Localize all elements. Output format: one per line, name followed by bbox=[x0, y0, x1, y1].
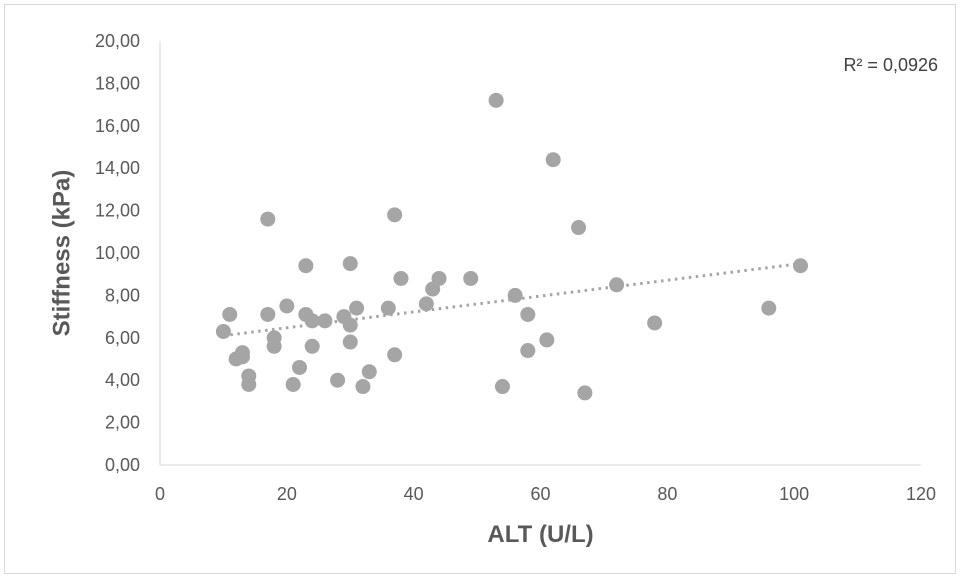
data-point bbox=[298, 258, 314, 274]
scatter-chart: 0,00 2,00 4,00 6,00 8,00 10,00 12,00 14,00 16,00… bbox=[48, 31, 938, 548]
data-point bbox=[545, 152, 561, 168]
x-tick-label: 120 bbox=[906, 484, 936, 504]
data-point bbox=[387, 347, 403, 363]
x-tick-labels: 0 20 40 60 80 100 120 bbox=[155, 484, 936, 504]
data-point bbox=[463, 270, 479, 286]
data-point bbox=[279, 298, 295, 314]
data-point bbox=[520, 306, 536, 322]
data-point bbox=[361, 364, 377, 380]
data-point bbox=[234, 349, 250, 365]
data-point bbox=[761, 300, 777, 316]
x-tick-label: 60 bbox=[530, 484, 550, 504]
data-point bbox=[241, 376, 257, 392]
data-point bbox=[317, 313, 333, 329]
y-tick-label: 10,00 bbox=[95, 243, 140, 263]
data-point bbox=[431, 270, 447, 286]
y-tick-label: 4,00 bbox=[105, 370, 140, 390]
y-tick-label: 0,00 bbox=[105, 455, 140, 475]
data-point bbox=[222, 306, 238, 322]
data-point bbox=[260, 211, 276, 227]
data-point bbox=[380, 300, 396, 316]
y-tick-label: 20,00 bbox=[95, 31, 140, 51]
data-point bbox=[285, 376, 301, 392]
data-point bbox=[418, 296, 434, 312]
data-point bbox=[330, 372, 346, 388]
data-point bbox=[571, 220, 587, 236]
y-tick-label: 8,00 bbox=[105, 285, 140, 305]
data-point bbox=[387, 207, 403, 223]
y-tick-label: 6,00 bbox=[105, 328, 140, 348]
data-point bbox=[494, 379, 510, 395]
data-point bbox=[355, 379, 371, 395]
y-tick-label: 16,00 bbox=[95, 116, 140, 136]
y-tick-labels: 0,00 2,00 4,00 6,00 8,00 10,00 12,00 14,00 16,00… bbox=[95, 31, 140, 475]
data-point bbox=[647, 315, 663, 331]
y-tick-label: 12,00 bbox=[95, 201, 140, 221]
data-point bbox=[507, 287, 523, 303]
data-point bbox=[292, 359, 308, 375]
x-tick-label: 40 bbox=[404, 484, 424, 504]
x-axis-title: ALT (U/L) bbox=[487, 521, 593, 548]
data-point bbox=[349, 300, 365, 316]
r-squared-label: R² = 0,0926 bbox=[843, 55, 938, 75]
chart-frame: 0,00 2,00 4,00 6,00 8,00 10,00 12,00 14,00 16,00… bbox=[4, 4, 956, 574]
y-axis-title: Stiffness (kPa) bbox=[48, 170, 75, 337]
data-point bbox=[793, 258, 809, 274]
y-tick-label: 2,00 bbox=[105, 413, 140, 433]
data-point bbox=[304, 313, 320, 329]
data-point bbox=[304, 338, 320, 354]
data-point bbox=[393, 270, 409, 286]
data-point bbox=[215, 323, 231, 339]
data-points bbox=[215, 92, 809, 401]
x-tick-label: 80 bbox=[657, 484, 677, 504]
x-tick-label: 0 bbox=[155, 484, 165, 504]
data-point bbox=[342, 256, 358, 272]
data-point bbox=[577, 385, 593, 401]
y-tick-label: 18,00 bbox=[95, 73, 140, 93]
x-tick-label: 20 bbox=[277, 484, 297, 504]
data-point bbox=[342, 334, 358, 350]
data-point bbox=[342, 317, 358, 333]
data-point bbox=[266, 338, 282, 354]
y-tick-label: 14,00 bbox=[95, 158, 140, 178]
data-point bbox=[260, 306, 276, 322]
data-point bbox=[488, 92, 504, 108]
trendline bbox=[223, 262, 801, 338]
data-point bbox=[539, 332, 555, 348]
x-tick-label: 100 bbox=[779, 484, 809, 504]
data-point bbox=[520, 343, 536, 359]
data-point bbox=[609, 277, 625, 293]
